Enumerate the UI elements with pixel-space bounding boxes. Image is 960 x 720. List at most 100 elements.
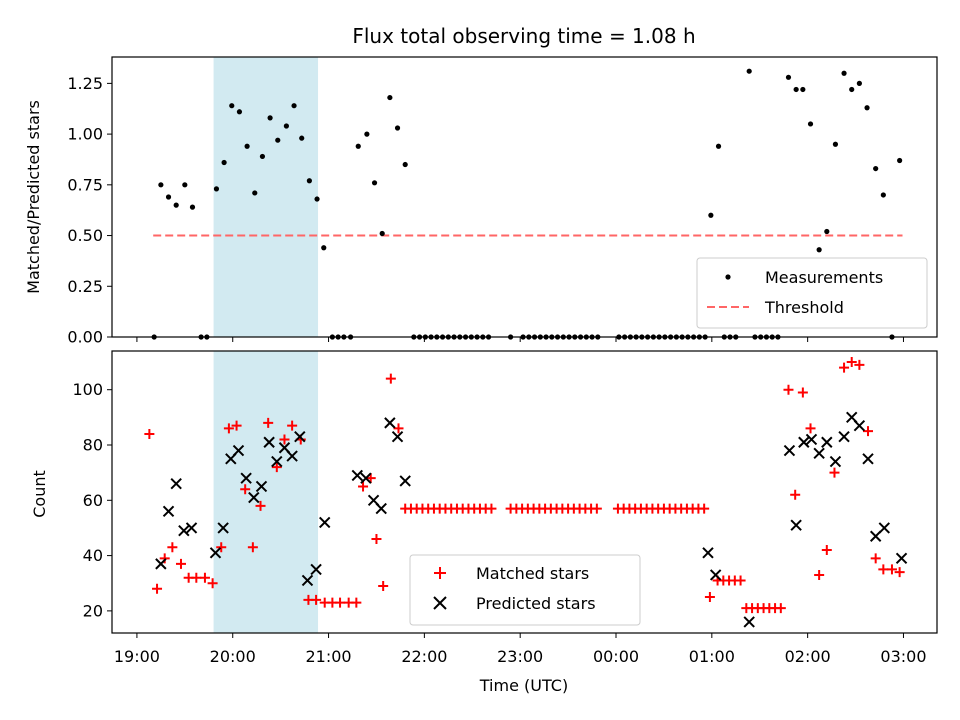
measurement-point: [864, 105, 870, 111]
measurement-point: [379, 230, 385, 237]
measurement-point: [236, 109, 243, 115]
matched-star-point: [783, 384, 794, 395]
matched-star-point: [271, 462, 282, 473]
predicted-stars-legend-label: Predicted stars: [476, 594, 596, 613]
measurement-point: [267, 115, 273, 121]
matched-star-point: [886, 564, 897, 575]
predicted-star-point: [294, 430, 306, 443]
matched-star-point: [790, 489, 801, 500]
matched-star-point: [839, 362, 850, 373]
matched-star-point: [846, 357, 857, 368]
measurement-point: [259, 153, 266, 160]
predicted-star-point: [185, 522, 198, 534]
measurement-point: [252, 190, 258, 196]
matched-star-point: [371, 534, 382, 544]
count-x-tick-label: 00:00: [593, 647, 639, 666]
predicted-star-point: [360, 472, 372, 484]
matched-star-point: [775, 603, 786, 614]
predicted-star-point: [709, 569, 722, 581]
measurement-point: [715, 143, 722, 149]
measurement-point: [807, 121, 814, 127]
matched-star-point: [207, 578, 218, 589]
measurement-point: [824, 228, 830, 235]
x-axis-label: Time (UTC): [479, 676, 568, 695]
ratio-y-tick-label: 1.25: [67, 74, 103, 93]
ratio-y-ticks: 0.00 0.25 0.50 0.75 1.00 1.25: [67, 74, 112, 347]
matched-star-point: [287, 420, 298, 431]
matched-star-point: [699, 503, 710, 514]
measurement-point: [897, 157, 903, 164]
predicted-star-point: [155, 558, 167, 570]
matched-star-point: [829, 467, 840, 478]
measurement-point: [291, 103, 297, 109]
measurements-legend-label: Measurements: [765, 268, 883, 287]
count-legend: Matched stars Predicted stars: [409, 554, 641, 626]
measurement-point: [244, 143, 250, 149]
observing-window-span: [213, 57, 319, 337]
predicted-star-point: [263, 436, 275, 448]
measurement-point: [849, 86, 855, 93]
predicted-star-point: [743, 616, 755, 628]
measurement-point: [182, 182, 188, 188]
ratio-y-tick-label: 0.00: [67, 328, 103, 347]
matched-star-point: [175, 558, 186, 569]
predicted-star-point: [319, 516, 331, 529]
measurement-point: [880, 192, 886, 198]
predicted-star-point: [805, 433, 818, 446]
predicted-star-point: [375, 502, 387, 515]
measurement-point: [355, 143, 361, 149]
count-y-tick-label: 80: [83, 436, 103, 455]
count-y-tick-label: 60: [83, 491, 103, 510]
matched-star-point: [385, 373, 396, 384]
matched-star-point: [797, 387, 808, 398]
measurement-point: [873, 165, 879, 172]
predicted-star-point: [821, 436, 833, 448]
measurement-point: [394, 125, 401, 131]
predicted-star-point: [384, 417, 396, 429]
ratio-y-tick-label: 1.00: [67, 125, 103, 144]
count-y-tick-label: 40: [83, 546, 103, 565]
count-x-tick-label: 01:00: [689, 647, 735, 666]
measurement-point: [800, 86, 806, 93]
matched-star-point: [878, 564, 889, 575]
count-y-tick-label: 20: [83, 601, 103, 620]
measurement-point: [283, 123, 289, 129]
measurement-point: [158, 182, 164, 188]
predicted-star-point: [170, 477, 182, 490]
ratio-y-tick-label: 0.75: [67, 175, 103, 194]
threshold-legend-label: Threshold: [764, 298, 844, 317]
measurement-point: [173, 202, 179, 208]
predicted-star-point: [853, 419, 866, 432]
measurements-legend-marker: [725, 274, 731, 280]
count-marks: [144, 357, 908, 628]
matched-star-point: [365, 473, 376, 484]
measurement-point: [213, 186, 220, 192]
predicted-star-point: [798, 436, 810, 448]
matched-star-point: [191, 572, 202, 583]
matched-star-point: [486, 503, 497, 514]
predicted-star-point: [178, 524, 190, 537]
matched-star-point: [216, 542, 227, 553]
matched-star-point: [240, 484, 251, 495]
matched-star-point: [894, 567, 905, 578]
predicted-star-point: [286, 450, 298, 462]
predicted-star-point: [869, 530, 882, 542]
count-x-tick-label: 20:00: [210, 647, 256, 666]
measurement-point: [856, 80, 862, 86]
count-x-ticks: 19:00 20:00 21:00 22:00 23:00 00:00 01:00 02:00…: [114, 633, 927, 666]
count-y-axis-label: Count: [30, 470, 49, 518]
measurement-point: [189, 204, 196, 210]
count-y-tick-label: 100: [72, 380, 103, 399]
predicted-star-point: [310, 563, 322, 576]
predicted-star-point: [209, 547, 222, 559]
matched-star-point: [735, 575, 746, 586]
measurement-point: [371, 180, 378, 186]
measurement-point: [785, 74, 792, 80]
predicted-star-point: [248, 491, 260, 504]
count-x-tick-label: 22:00: [401, 647, 447, 666]
ratio-legend: Measurements Threshold: [696, 257, 928, 329]
ratio-y-tick-label: 0.50: [67, 226, 103, 245]
matched-star-point: [199, 572, 210, 583]
predicted-star-point: [895, 552, 908, 565]
predicted-star-point: [217, 522, 229, 534]
